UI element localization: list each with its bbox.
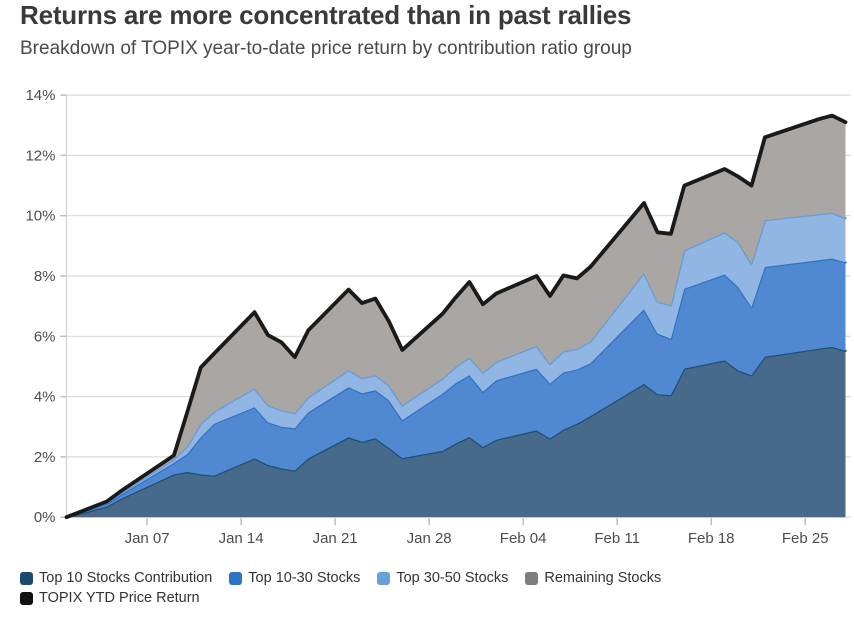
legend-item-1[interactable]: Top 10 Stocks Contribution (20, 570, 212, 586)
legend-item-3[interactable]: Top 30-50 Stocks (377, 570, 508, 586)
area-4 (66, 115, 846, 518)
chart-legend: Top 10 Stocks Contribution Top 10-30 Stoc… (20, 570, 840, 606)
legend-label: Top 10-30 Stocks (248, 570, 361, 586)
legend-item-4[interactable]: Remaining Stocks (525, 570, 661, 586)
legend-item-5[interactable]: TOPIX YTD Price Return (20, 590, 840, 606)
x-axis-label: Feb 18 (688, 530, 735, 547)
x-axis-label: Feb 11 (594, 530, 640, 547)
legend-item-2[interactable]: Top 10-30 Stocks (229, 570, 360, 586)
x-axis-label: Jan 14 (219, 530, 264, 547)
page-subtitle: Breakdown of TOPIX year-to-date price re… (20, 38, 632, 59)
x-axis-label: Feb 04 (500, 530, 547, 547)
y-axis-label: 12% (25, 147, 55, 164)
legend-swatch-icon (229, 571, 243, 585)
y-axis-label: 10% (25, 208, 55, 225)
y-axis-label: 4% (34, 389, 56, 406)
legend-label: Top 10 Stocks Contribution (39, 570, 213, 586)
y-axis-label: 6% (34, 328, 56, 345)
y-axis-label: 8% (34, 268, 56, 285)
x-axis-label: Jan 21 (313, 530, 358, 547)
legend-swatch-icon (20, 591, 33, 605)
topix-return-line (64, 113, 848, 520)
area-top-edge-2 (65, 257, 847, 519)
legend-swatch-icon (525, 571, 539, 585)
legend-label: TOPIX YTD Price Return (39, 590, 200, 606)
legend-label: Remaining Stocks (544, 570, 662, 586)
page-title: Returns are more concentrated than in pa… (20, 0, 632, 30)
legend-swatch-icon (377, 571, 391, 585)
x-axis-label: Jan 07 (125, 530, 170, 547)
y-axis-label: 2% (34, 449, 56, 466)
x-axis-label: Jan 28 (407, 530, 452, 547)
legend-swatch-icon (20, 571, 33, 585)
area-top-edge-1 (65, 345, 847, 519)
y-axis-label: 0% (34, 509, 56, 526)
y-axis-label: 14% (25, 87, 55, 104)
x-axis-label: Feb 25 (782, 530, 829, 547)
legend-label: Top 30-50 Stocks (396, 570, 509, 586)
